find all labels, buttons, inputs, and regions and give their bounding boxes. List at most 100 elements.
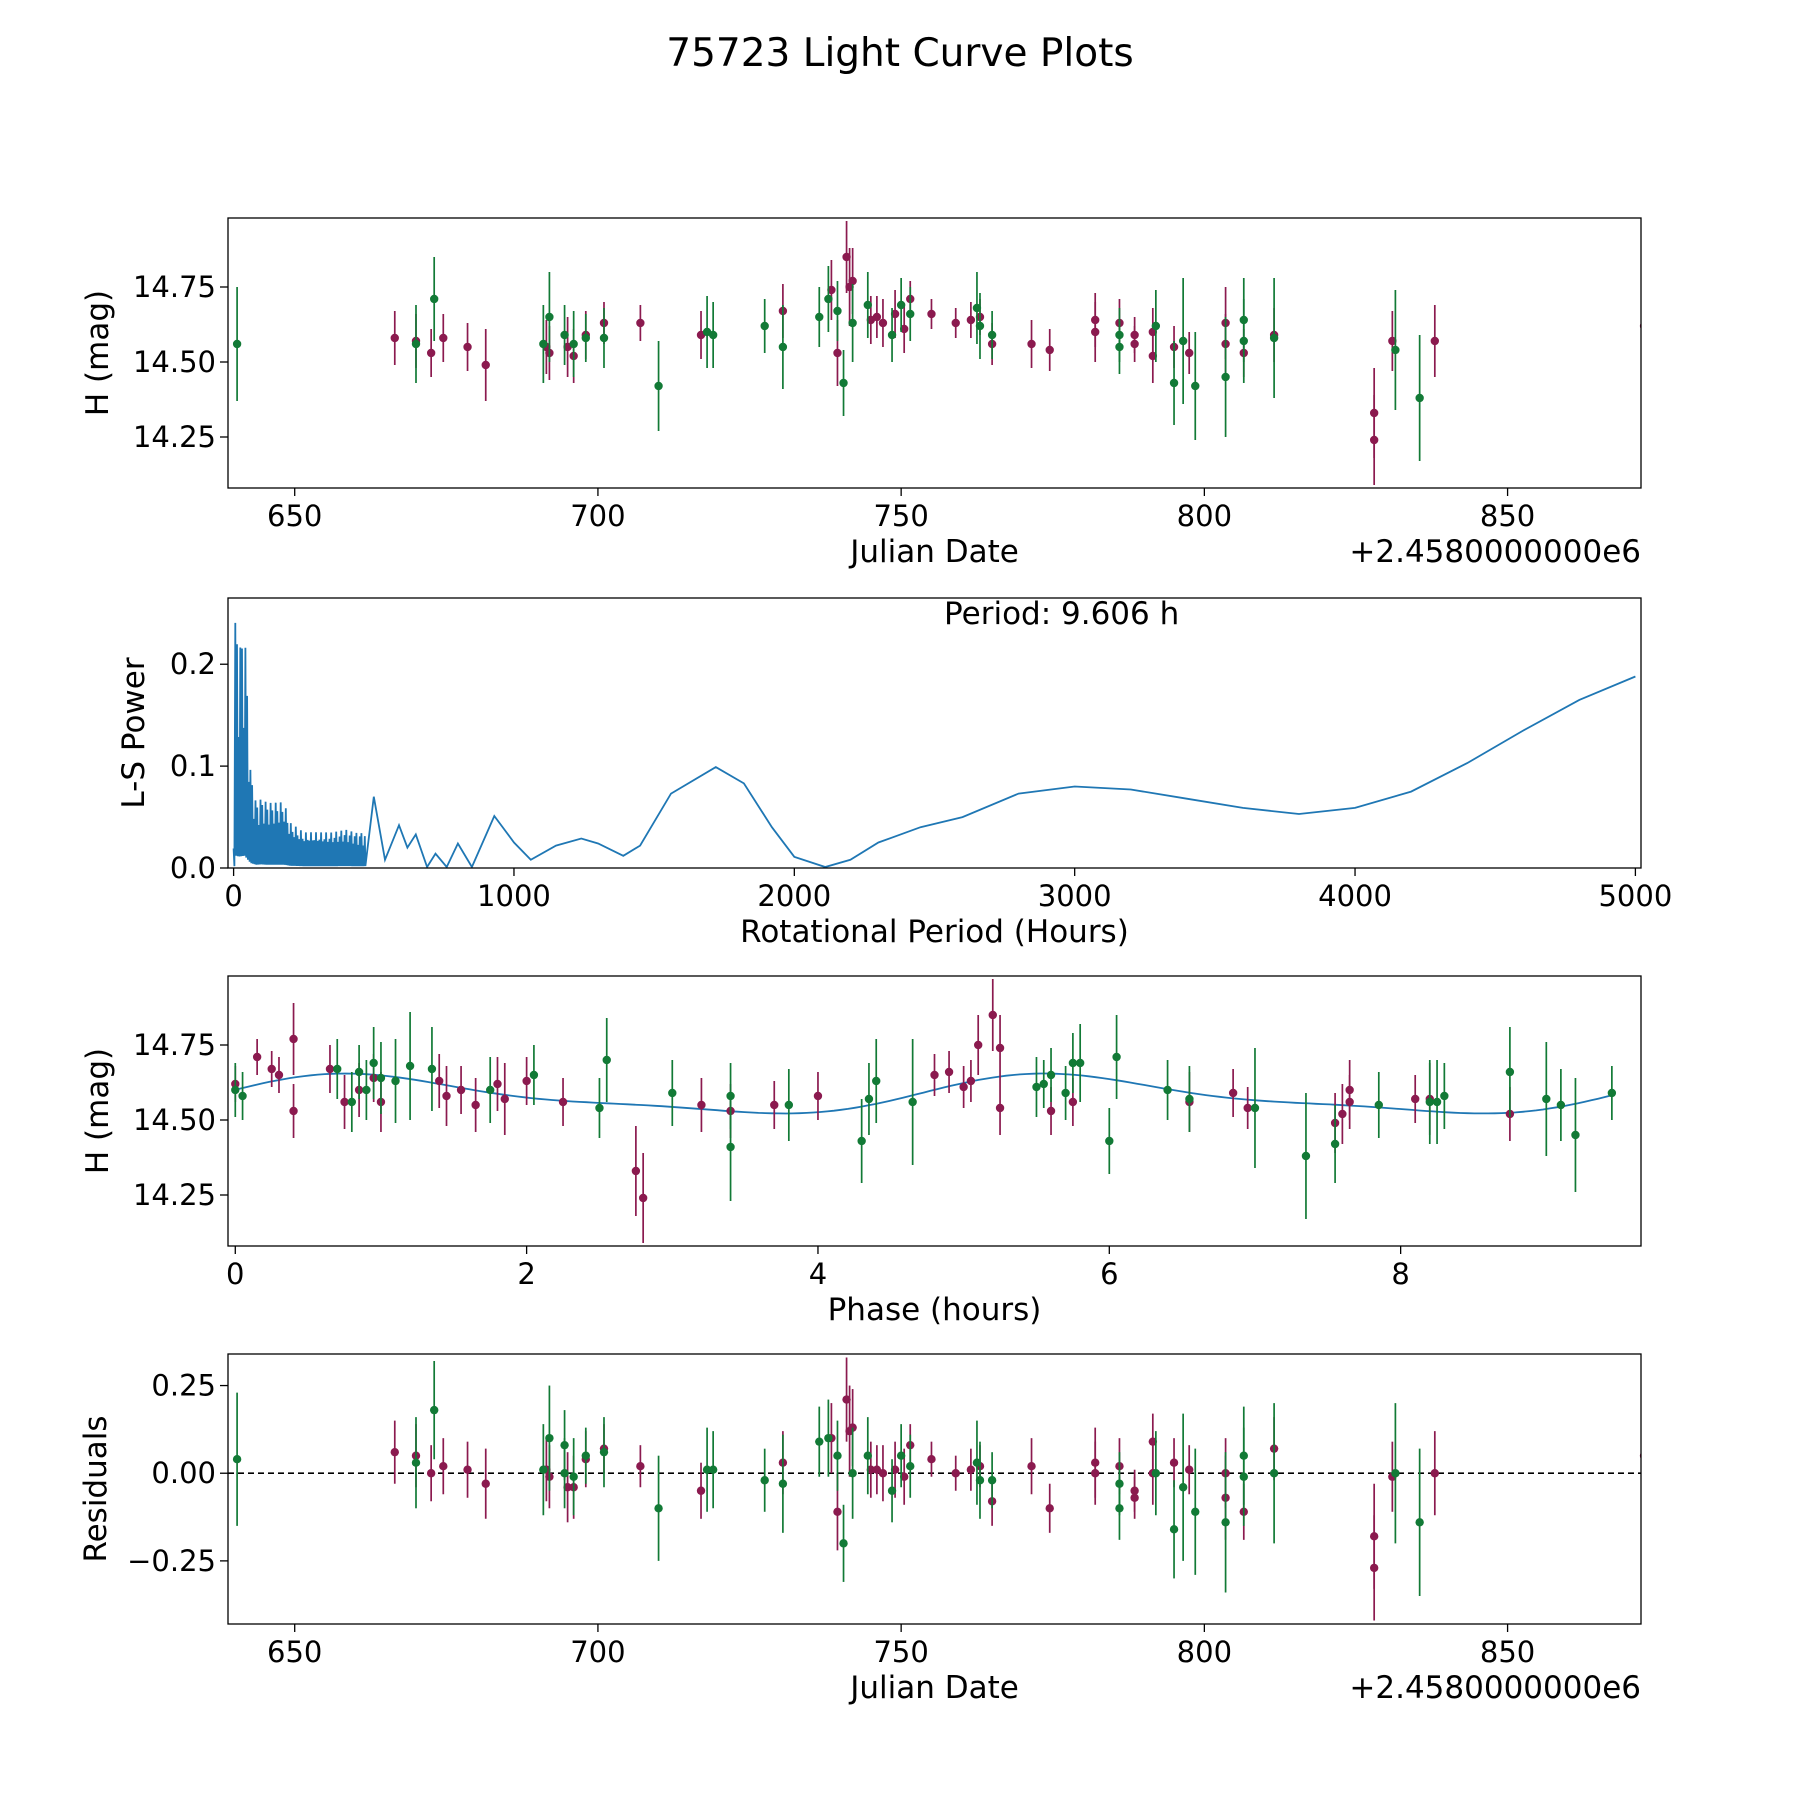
series-filter-a	[390, 221, 1641, 485]
data-point	[833, 348, 842, 358]
x-tick-label: 700	[570, 499, 625, 533]
data-point	[708, 1465, 718, 1474]
data-point	[839, 378, 848, 388]
data-point	[1269, 333, 1279, 343]
data-point	[726, 1142, 735, 1152]
data-point	[411, 1458, 421, 1467]
x-tick-label: 700	[570, 1635, 625, 1669]
data-point	[1425, 1097, 1434, 1107]
data-point	[987, 1476, 997, 1485]
data-point	[390, 333, 399, 343]
data-point	[974, 1040, 983, 1050]
data-point	[569, 1472, 578, 1481]
data-point	[1243, 1103, 1252, 1113]
data-point	[1169, 1525, 1179, 1534]
data-point	[708, 330, 718, 340]
x-tick-label: 1000	[477, 879, 551, 913]
data-point	[1185, 1094, 1194, 1104]
data-point	[1061, 1088, 1070, 1098]
data-point	[1221, 372, 1230, 382]
data-point	[872, 1465, 882, 1474]
x-tick-label: 650	[267, 499, 322, 533]
data-point	[988, 1010, 997, 1020]
x-tick-label: 8	[1391, 1257, 1409, 1291]
data-point	[560, 1469, 569, 1478]
data-point	[930, 1070, 939, 1080]
periodogram-frame	[227, 597, 1642, 869]
y-axis-label: Residuals	[78, 1415, 114, 1562]
figure-title: 75723 Light Curve Plots	[666, 31, 1133, 76]
panel-light_curve: 650 700 750 800 850 14.25 14.50 14.75 Julian Dat…	[80, 217, 1642, 570]
x-tick-label: 750	[873, 1635, 928, 1669]
data-point	[354, 1067, 364, 1077]
data-point	[896, 1451, 906, 1460]
data-point	[539, 1465, 548, 1474]
data-point	[760, 321, 769, 331]
data-point	[1330, 1139, 1340, 1149]
data-point	[899, 1472, 909, 1481]
data-point	[232, 339, 242, 349]
data-point	[347, 1097, 357, 1107]
data-point	[569, 339, 578, 349]
data-point	[1046, 1106, 1056, 1116]
data-point	[429, 294, 439, 304]
data-point	[463, 342, 472, 352]
data-point	[1185, 348, 1194, 358]
data-point	[951, 1469, 960, 1478]
data-point	[1039, 1079, 1048, 1089]
data-point	[848, 1469, 857, 1478]
x-tick-label: 5000	[1598, 879, 1672, 913]
data-point	[463, 1465, 472, 1474]
data-point	[864, 1094, 874, 1104]
x-tick-label: 2000	[757, 879, 831, 913]
data-point	[833, 306, 842, 316]
data-point	[896, 300, 906, 310]
data-point	[927, 309, 936, 319]
data-point	[545, 312, 554, 322]
data-point	[784, 1100, 794, 1110]
x-axis-label: Phase (hours)	[828, 1292, 1042, 1328]
x-axis-label: Julian Date	[848, 534, 1019, 570]
data-point	[1191, 1507, 1200, 1516]
data-point	[1091, 315, 1100, 325]
data-point	[1032, 1082, 1041, 1092]
data-point	[878, 318, 888, 328]
x-axis-label: Julian Date	[848, 1670, 1019, 1706]
data-point	[1391, 345, 1400, 355]
x-tick-label: 3000	[1038, 879, 1112, 913]
data-point	[848, 318, 857, 328]
x-tick-label: 850	[1480, 499, 1535, 533]
data-point	[1228, 1088, 1238, 1098]
data-point	[966, 1465, 976, 1474]
x-tick-label: 0	[224, 879, 242, 913]
x-tick-label: 4000	[1318, 879, 1392, 913]
x-tick-label: 6	[1100, 1257, 1118, 1291]
data-point	[289, 1034, 298, 1044]
data-point	[1178, 1483, 1188, 1492]
data-point	[481, 1479, 490, 1488]
y-tick-label: 0.25	[151, 1369, 216, 1403]
data-point	[833, 1451, 842, 1460]
data-point	[1239, 1472, 1248, 1481]
x-tick-label: 800	[1177, 1635, 1232, 1669]
data-point	[1440, 1091, 1449, 1101]
light_curve-plot-area	[232, 221, 1641, 485]
data-point	[481, 360, 490, 370]
data-point	[778, 1479, 788, 1488]
data-point	[1091, 1469, 1100, 1478]
data-point	[602, 1055, 611, 1065]
data-point	[951, 318, 960, 328]
data-point	[558, 1097, 568, 1107]
x-offset-label: +2.4580000000e6	[1349, 1670, 1641, 1706]
data-point	[995, 1103, 1005, 1113]
y-tick-label: 0.1	[170, 749, 216, 783]
data-point	[232, 1454, 242, 1464]
data-point	[581, 1451, 590, 1460]
data-point	[778, 342, 788, 352]
y-tick-label: 14.25	[133, 420, 216, 454]
data-point	[944, 1067, 954, 1077]
data-point	[471, 1100, 480, 1110]
y-tick-label: 0.2	[170, 647, 216, 681]
data-point	[878, 1469, 888, 1478]
